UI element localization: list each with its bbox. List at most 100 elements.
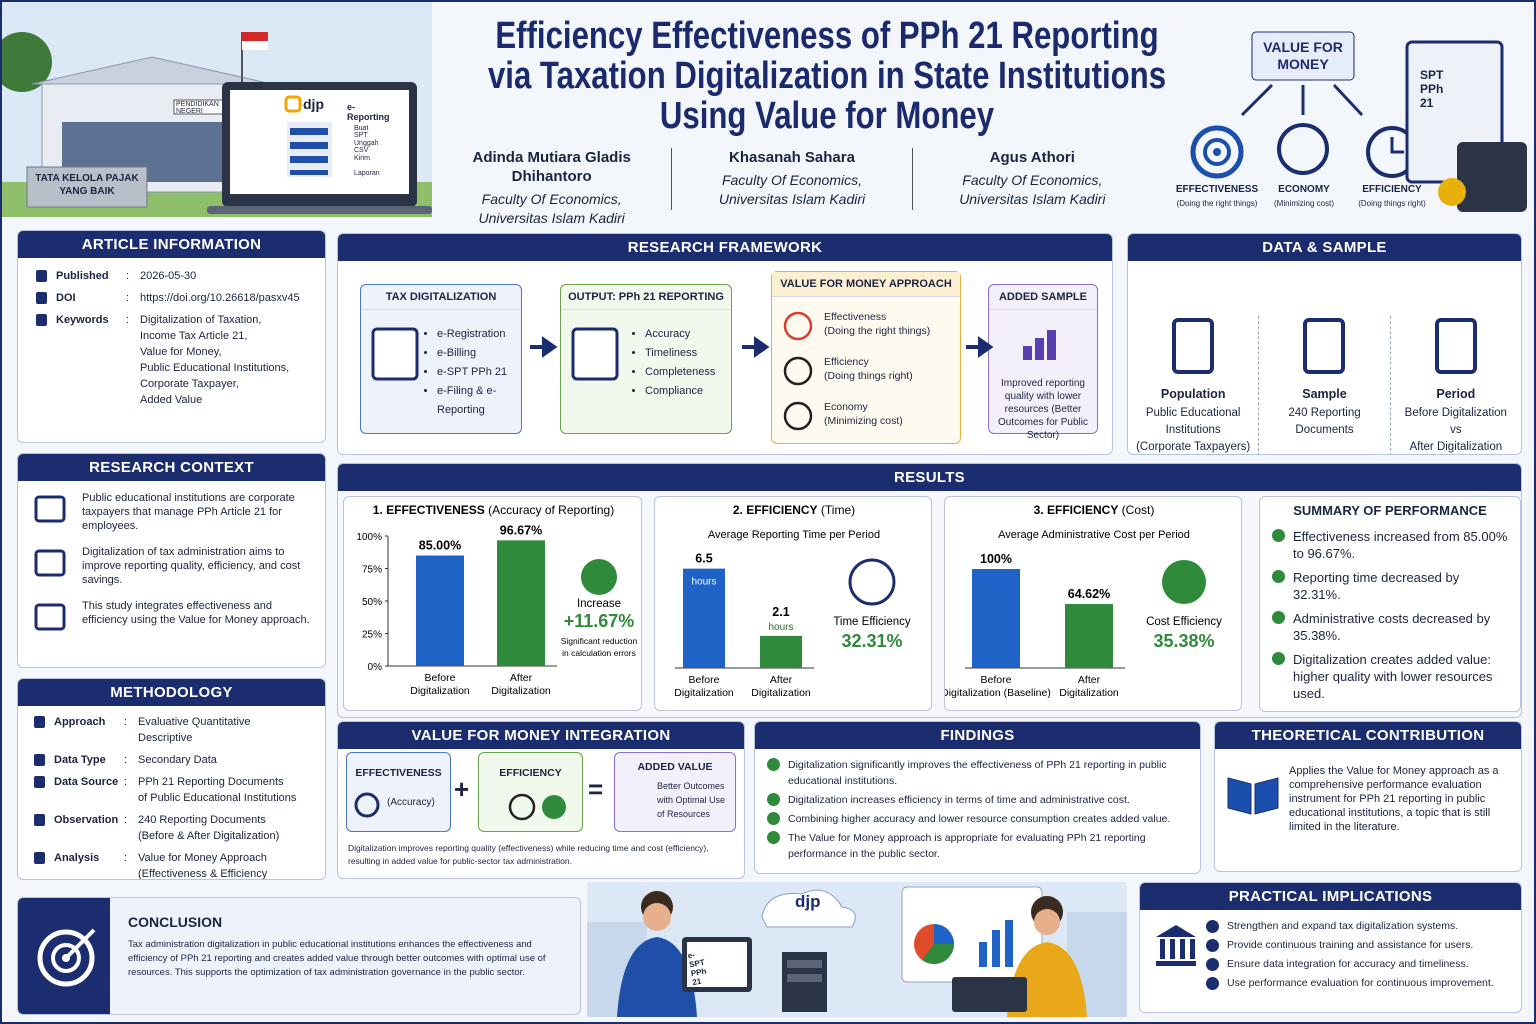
row-icon — [34, 852, 45, 864]
approach-icon — [783, 311, 813, 341]
icon-shape — [34, 603, 66, 631]
check-item: Effectiveness increased from 85.00% to 9… — [1272, 528, 1508, 562]
bar — [683, 568, 725, 668]
section-title: RESEARCH FRAMEWORK — [338, 234, 1112, 261]
header-illustration — [2, 2, 432, 217]
annotation-note: Significant reduction in calculation erro… — [561, 636, 638, 658]
box-item: Compliance — [645, 382, 728, 401]
row-value: https://doi.org/10.26618/pasxv45 — [140, 290, 317, 306]
check-item: Provide continuous training and assistan… — [1206, 938, 1516, 952]
row-label: Data Source — [54, 776, 119, 788]
sample-icon — [1303, 318, 1346, 374]
author-faculty: Faculty Of Economics, — [721, 172, 863, 188]
approach-text: Effectiveness (Doing the right things) — [824, 310, 930, 342]
bottom-illustration — [587, 882, 1127, 1017]
check-text: Digitalization creates added value: high… — [1293, 652, 1493, 701]
annotation-value: 32.31% — [841, 631, 902, 651]
x-tick-label: After Digitalization — [751, 674, 811, 699]
box-icon — [371, 327, 419, 381]
icon-bar — [1035, 338, 1044, 360]
conclusion: CONCLUSION Tax administration digitaliza… — [17, 897, 581, 1015]
icon-shape — [1172, 318, 1215, 374]
value-line: Corporate Taxpayer, — [140, 378, 239, 390]
icon-shape — [36, 270, 47, 282]
check-item: Strengthen and expand tax digitalization… — [1206, 919, 1516, 933]
row-separator: : — [126, 270, 130, 282]
author: Agus Athori Faculty Of Economics, Universi… — [911, 148, 1152, 210]
icon-shape — [34, 754, 45, 766]
y-tick-label: 75% — [362, 565, 382, 576]
context-text: This study integrates effectiveness and … — [82, 600, 310, 626]
icon-shape — [371, 327, 419, 381]
vfm-title: VALUE FOR MONEY — [1252, 39, 1354, 73]
value-line: Public Educational Institutions, — [140, 362, 290, 374]
row-label: DOI — [56, 292, 76, 304]
box-title: TAX DIGITALIZATION — [361, 285, 521, 310]
annotation-icon — [1162, 560, 1206, 604]
approach-name: Economy — [824, 401, 868, 413]
vfm-item-note: (Doing the right things) — [1176, 199, 1258, 208]
y-tick-label: 50% — [362, 597, 382, 608]
integration-title: EFFICIENCY — [499, 767, 562, 779]
annotation-label: Cost Efficiency — [1146, 616, 1222, 628]
bar — [972, 569, 1020, 668]
row-icon — [34, 814, 45, 826]
theoretical-text: Applies the Value for Money approach as … — [1289, 765, 1499, 833]
theoretical-contribution: THEORETICAL CONTRIBUTION Applies the Val… — [1214, 721, 1522, 872]
clipboard-label: SPT PPh 21 — [1420, 68, 1444, 110]
vfm-item-note: (Minimizing cost) — [1273, 199, 1334, 208]
check-item: Digitalization significantly improves th… — [767, 757, 1188, 789]
row-value: Evaluative Quantitative Descriptive — [138, 714, 317, 746]
framework-box: VALUE FOR MONEY APPROACH Effectiveness (Do… — [771, 271, 961, 444]
sample-line: Institutions — [1165, 424, 1221, 436]
efficiency-icons — [508, 793, 566, 821]
icon-shape — [1434, 318, 1477, 374]
vfm-item-label: ECONOMY — [1278, 184, 1330, 195]
framework-box: OUTPUT: PPh 21 REPORTING AccuracyTimeline… — [560, 284, 732, 434]
check-item: Use performance evaluation for continuou… — [1206, 976, 1516, 990]
sample-line: 240 Reporting — [1288, 407, 1361, 419]
check-item: Ensure data integration for accuracy and… — [1206, 957, 1516, 971]
context-item: Public educational institutions are corp… — [32, 491, 313, 533]
check-text: Strengthen and expand tax digitalization… — [1227, 920, 1459, 932]
integration-note-text: Digitalization improves reporting qualit… — [348, 843, 709, 866]
icon-shape — [36, 292, 47, 304]
box-list: e-Registratione-Billinge-SPT PPh 21e-Fil… — [423, 325, 510, 420]
target-icon — [354, 792, 380, 818]
approach-icon — [783, 356, 813, 386]
operator: + — [454, 774, 470, 804]
approach-item: Effectiveness (Doing the right things) — [782, 310, 930, 342]
chart-title-note: (Cost) — [1122, 503, 1155, 517]
row-label: Approach — [54, 716, 106, 728]
arrow — [530, 336, 558, 358]
author-name: Agus Athori — [989, 149, 1075, 166]
chart-title-note: (Time) — [821, 503, 855, 517]
framework-box: ADDED SAMPLE Improved reporting quality w… — [988, 284, 1098, 441]
section-title: VALUE FOR MONEY INTEGRATION — [338, 722, 744, 749]
chart-title-note: (Accuracy of Reporting) — [488, 503, 614, 517]
sample-item: Period Before Digitalization vs After Digit… — [1389, 316, 1521, 454]
chart: 1. EFFECTIVENESS (Accuracy of Reporting)… — [343, 496, 642, 711]
context-item: Digitalization of tax administration aim… — [32, 545, 313, 587]
value-line: Value for Money, — [140, 346, 222, 358]
value-line: (Before & After Digitalization) — [138, 830, 280, 842]
info-row: Observation:240 Reporting Documents (Befo… — [32, 812, 317, 844]
box-item: e-Registration — [437, 325, 510, 344]
logo: djp — [303, 96, 324, 112]
money-icon — [542, 795, 566, 819]
title-line: Efficiency Effectiveness of PPh 21 Repor… — [495, 15, 1159, 57]
summary: SUMMARY OF PERFORMANCE Effectiveness inc… — [1259, 496, 1521, 712]
row-separator: : — [124, 776, 128, 788]
section-title: THEORETICAL CONTRIBUTION — [1215, 722, 1521, 749]
check-icon — [767, 831, 780, 844]
author-name: Khasanah Sahara — [729, 149, 855, 166]
check-text: The Value for Money approach is appropri… — [788, 832, 1146, 860]
section-title: METHODOLOGY — [18, 679, 325, 706]
box-icon — [571, 327, 619, 381]
author-name: Adinda Mutiara Gladis Dhihantoro — [472, 149, 631, 185]
row-label: Data Type — [54, 754, 106, 766]
integration-box: EFFICIENCY — [478, 752, 583, 832]
approach-name: Effectiveness — [824, 311, 887, 323]
row-icon — [34, 754, 45, 766]
